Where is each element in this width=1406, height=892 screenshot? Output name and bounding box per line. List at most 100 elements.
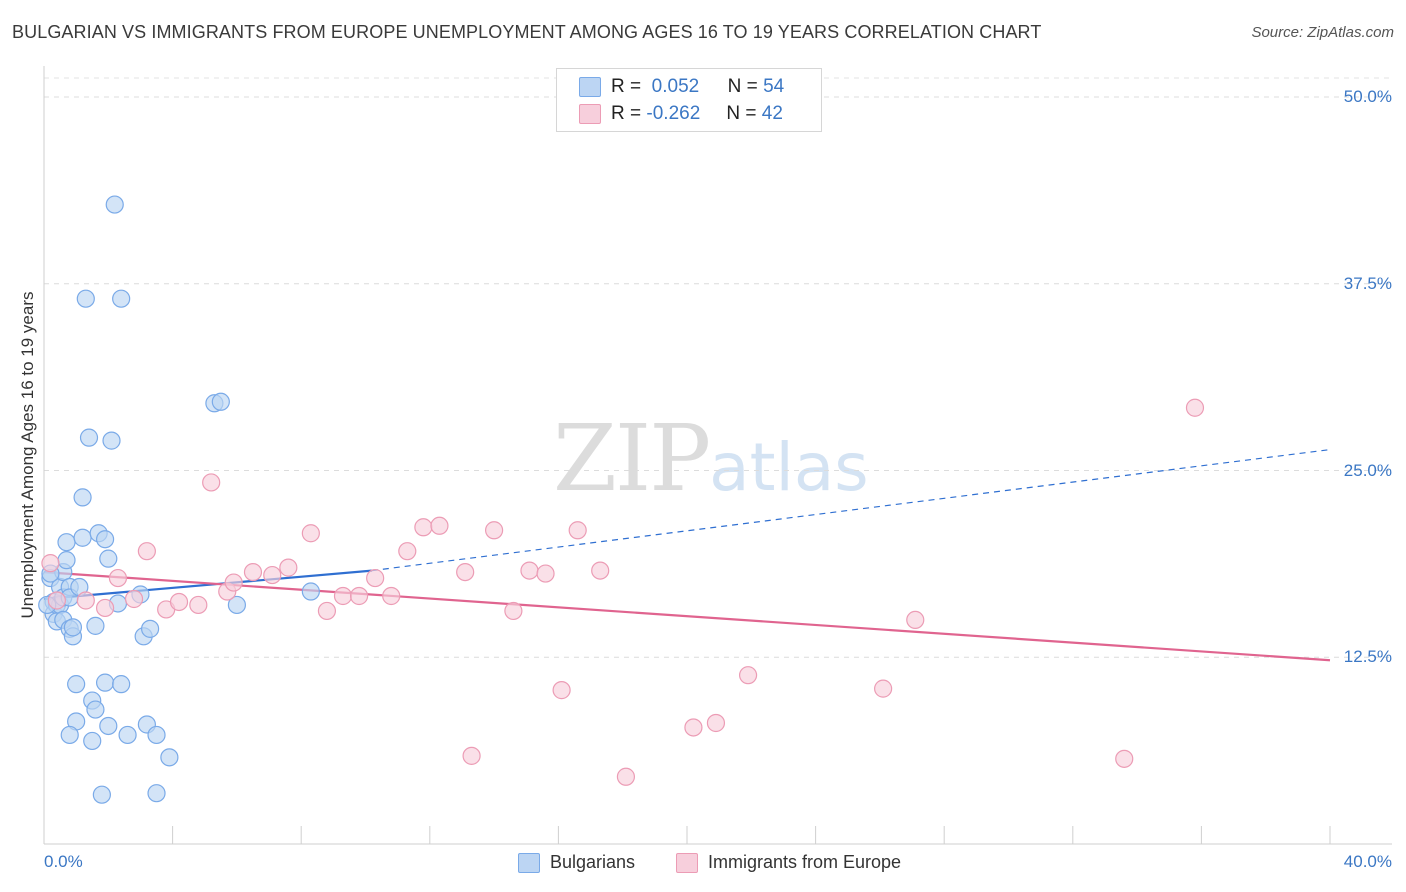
trend-lines [43, 448, 1331, 662]
point-immigrants [504, 601, 523, 621]
point-immigrants [76, 591, 95, 610]
point-immigrants [301, 524, 320, 543]
point-bulgarians [105, 195, 124, 214]
point-immigrants [349, 586, 369, 606]
point-bulgarians [112, 675, 131, 694]
legend-swatch-immigrants [676, 852, 698, 873]
legend-swatch-bulgarians [518, 852, 540, 873]
point-bulgarians [99, 549, 118, 568]
point-immigrants [591, 561, 610, 580]
point-immigrants [462, 746, 481, 765]
legend-n-value: 54 [763, 76, 785, 97]
point-bulgarians [99, 716, 118, 736]
legend-item-bulgarians[interactable]: Bulgarians [518, 852, 635, 873]
legend-row-immigrants: R = -0.262 N = 42 [579, 101, 783, 127]
point-immigrants [137, 542, 156, 561]
point-immigrants [47, 591, 66, 610]
point-immigrants [333, 586, 353, 606]
point-bulgarians [79, 428, 99, 447]
legend-swatch-bulgarians [579, 77, 601, 97]
point-immigrants [1115, 749, 1134, 768]
legend-label-bulgarians: Bulgarians [550, 852, 636, 872]
point-immigrants [552, 681, 571, 700]
point-immigrants [616, 767, 636, 786]
watermark-zip: ZIP [553, 405, 711, 512]
point-bulgarians [227, 595, 246, 615]
point-bulgarians [67, 675, 86, 694]
point-immigrants [1185, 398, 1205, 417]
point-immigrants [520, 561, 539, 580]
point-immigrants [906, 610, 925, 630]
point-bulgarians [301, 582, 320, 601]
point-bulgarians [112, 289, 131, 308]
legend-r-label: R = [611, 76, 642, 97]
trend-line-bulgarians-extension [371, 448, 1331, 572]
point-immigrants [382, 586, 401, 606]
x-tick-label-max: 40.0% [1343, 852, 1392, 871]
point-immigrants [684, 718, 703, 737]
point-immigrants [414, 518, 433, 537]
point-immigrants [456, 562, 475, 582]
point-immigrants [108, 568, 128, 588]
trend-line-bulgarians [43, 569, 373, 601]
point-immigrants [536, 564, 555, 583]
point-immigrants [41, 554, 60, 573]
point-immigrants [738, 666, 758, 685]
point-bulgarians [160, 748, 179, 767]
point-immigrants [317, 601, 337, 621]
point-immigrants [430, 516, 449, 535]
point-immigrants [224, 573, 243, 592]
source-label: Source: ZipAtlas.com [1251, 24, 1394, 41]
point-bulgarians [83, 731, 102, 751]
point-bulgarians [57, 551, 76, 570]
legend-row-bulgarians: R = 0.052 N = 54 [579, 74, 785, 100]
point-bulgarians [86, 616, 105, 635]
y-tick-label: 25.0% [1343, 460, 1392, 480]
point-bulgarians [63, 618, 83, 637]
legend-swatch-immigrants [579, 104, 601, 124]
point-bulgarians [73, 528, 92, 547]
watermark-atlas: atlas [709, 429, 869, 506]
point-immigrants [568, 521, 587, 540]
trend-line-immigrants [43, 570, 1331, 662]
point-immigrants [485, 521, 504, 540]
point-immigrants [169, 592, 189, 612]
point-immigrants [366, 568, 385, 588]
point-immigrants [202, 473, 221, 492]
series-bulgarians-points [38, 195, 320, 804]
axes [43, 66, 1392, 845]
point-bulgarians [92, 785, 111, 804]
point-bulgarians [102, 431, 121, 450]
point-bulgarians [140, 619, 160, 638]
point-immigrants [243, 562, 263, 582]
point-bulgarians [95, 673, 115, 692]
y-tick-label: 12.5% [1343, 647, 1392, 667]
point-bulgarians [86, 700, 105, 719]
point-immigrants [95, 598, 115, 618]
legend-n-value: 42 [761, 103, 783, 124]
legend-r-label: R = [611, 103, 642, 124]
y-axis-label: Unemployment Among Ages 16 to 19 years [18, 291, 37, 619]
legend-item-immigrants[interactable]: Immigrants from Europe [676, 852, 901, 873]
legend-r-value: -0.262 [646, 103, 701, 124]
y-tick-label: 37.5% [1343, 273, 1392, 293]
point-immigrants [279, 558, 298, 577]
point-bulgarians [76, 289, 95, 308]
legend-label-immigrants: Immigrants from Europe [708, 852, 902, 872]
point-immigrants [124, 589, 144, 609]
point-bulgarians [95, 530, 115, 549]
legend-n-label: N = [727, 76, 758, 97]
point-bulgarians [147, 725, 166, 745]
point-bulgarians [147, 784, 166, 803]
point-immigrants [706, 713, 726, 733]
point-immigrants [263, 565, 282, 585]
point-bulgarians [211, 392, 230, 411]
correlation-legend: R = 0.052 N = 54 R = -0.262 N = 42 [556, 68, 822, 132]
point-immigrants [398, 542, 417, 561]
y-tick-label: 50.0% [1343, 87, 1392, 106]
legend-r-value: 0.052 [651, 76, 700, 97]
point-bulgarians [118, 725, 137, 745]
point-bulgarians [73, 488, 92, 507]
x-tick-label-min: 0.0% [44, 852, 83, 871]
